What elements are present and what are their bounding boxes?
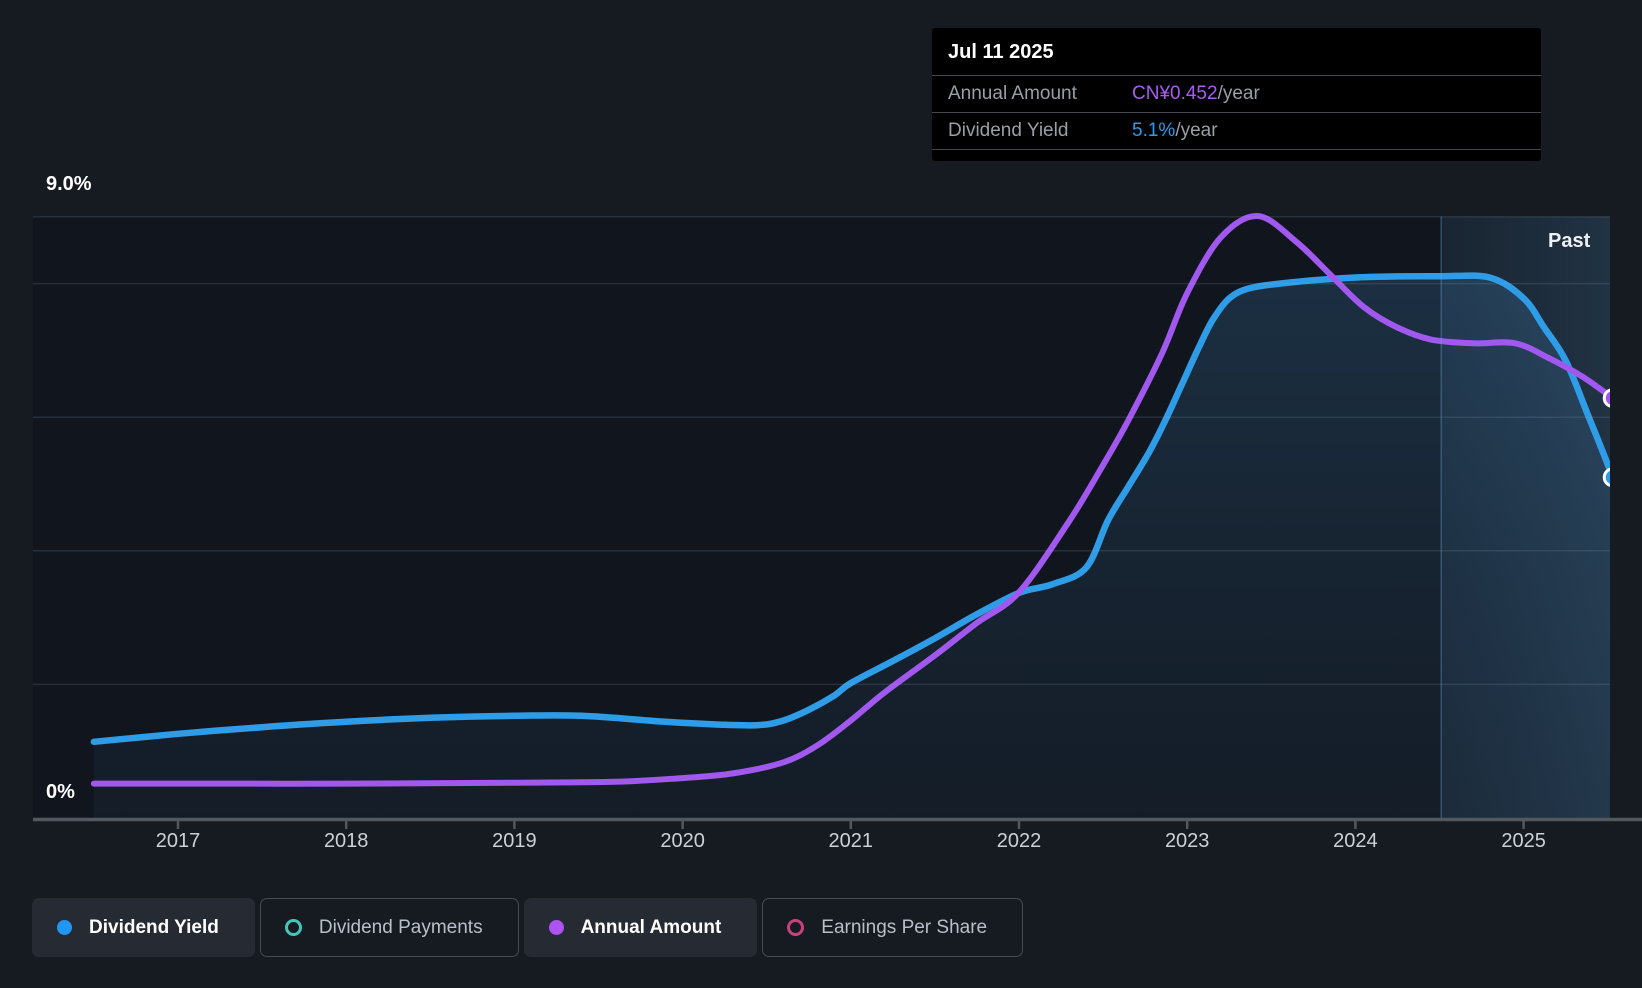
dividend-yield-endpoint bbox=[1602, 467, 1610, 487]
series-marker-icon bbox=[548, 920, 564, 935]
tooltip-value: CN¥0.452 bbox=[1132, 83, 1218, 104]
annual-amount-endpoint bbox=[1602, 388, 1610, 408]
tooltip-label: Annual Amount bbox=[948, 83, 1077, 104]
x-axis-label: 2017 bbox=[155, 830, 201, 852]
legend-item-dividend-yield[interactable]: Dividend Yield bbox=[32, 898, 255, 957]
y-axis-zero-label: 0% bbox=[46, 781, 75, 803]
legend-item-label: Earnings Per Share bbox=[821, 916, 988, 938]
x-axis-label: 2024 bbox=[1333, 830, 1378, 852]
legend: Dividend Yield Dividend Payments Annual … bbox=[32, 898, 1024, 957]
past-region-label: Past bbox=[1548, 230, 1591, 252]
legend-item-label: Annual Amount bbox=[580, 916, 722, 938]
chart-tooltip: Jul 11 2025 Annual Amount CN¥0.452/year … bbox=[932, 28, 1541, 161]
x-axis-label: 2023 bbox=[1164, 830, 1210, 852]
dividend-yield-area bbox=[93, 275, 1610, 818]
tooltip-row-dividend-yield: Dividend Yield 5.1%/year bbox=[932, 113, 1541, 150]
x-axis-label: 2018 bbox=[323, 830, 369, 852]
y-axis-max-label: 9.0% bbox=[46, 173, 92, 195]
tooltip-date: Jul 11 2025 bbox=[932, 28, 1541, 76]
past-region-band bbox=[1441, 216, 1610, 819]
tooltip-value-suffix: /year bbox=[1175, 120, 1218, 141]
legend-item-label: Dividend Yield bbox=[89, 916, 219, 938]
series-marker-icon bbox=[284, 919, 302, 936]
tooltip-label: Dividend Yield bbox=[948, 120, 1069, 141]
x-axis-label: 2025 bbox=[1501, 830, 1546, 852]
x-axis-label: 2021 bbox=[828, 830, 874, 852]
tooltip-value: 5.1% bbox=[1132, 120, 1176, 141]
legend-item-dividend-payments[interactable]: Dividend Payments bbox=[259, 898, 519, 957]
legend-item-label: Dividend Payments bbox=[318, 916, 483, 938]
x-axis-label: 2019 bbox=[492, 830, 537, 852]
x-axis-label: 2020 bbox=[660, 830, 705, 852]
legend-item-earnings-per-share[interactable]: Earnings Per Share bbox=[762, 898, 1024, 957]
tooltip-row-annual-amount: Annual Amount CN¥0.452/year bbox=[932, 76, 1541, 113]
series-marker-icon bbox=[57, 920, 72, 935]
x-axis-label: 2022 bbox=[996, 830, 1042, 852]
dividend-yield-line bbox=[90, 272, 1610, 746]
annual-amount-line bbox=[90, 212, 1610, 787]
series-marker-icon bbox=[787, 919, 805, 936]
legend-item-annual-amount[interactable]: Annual Amount bbox=[523, 898, 758, 957]
tooltip-value-suffix: /year bbox=[1217, 83, 1260, 104]
